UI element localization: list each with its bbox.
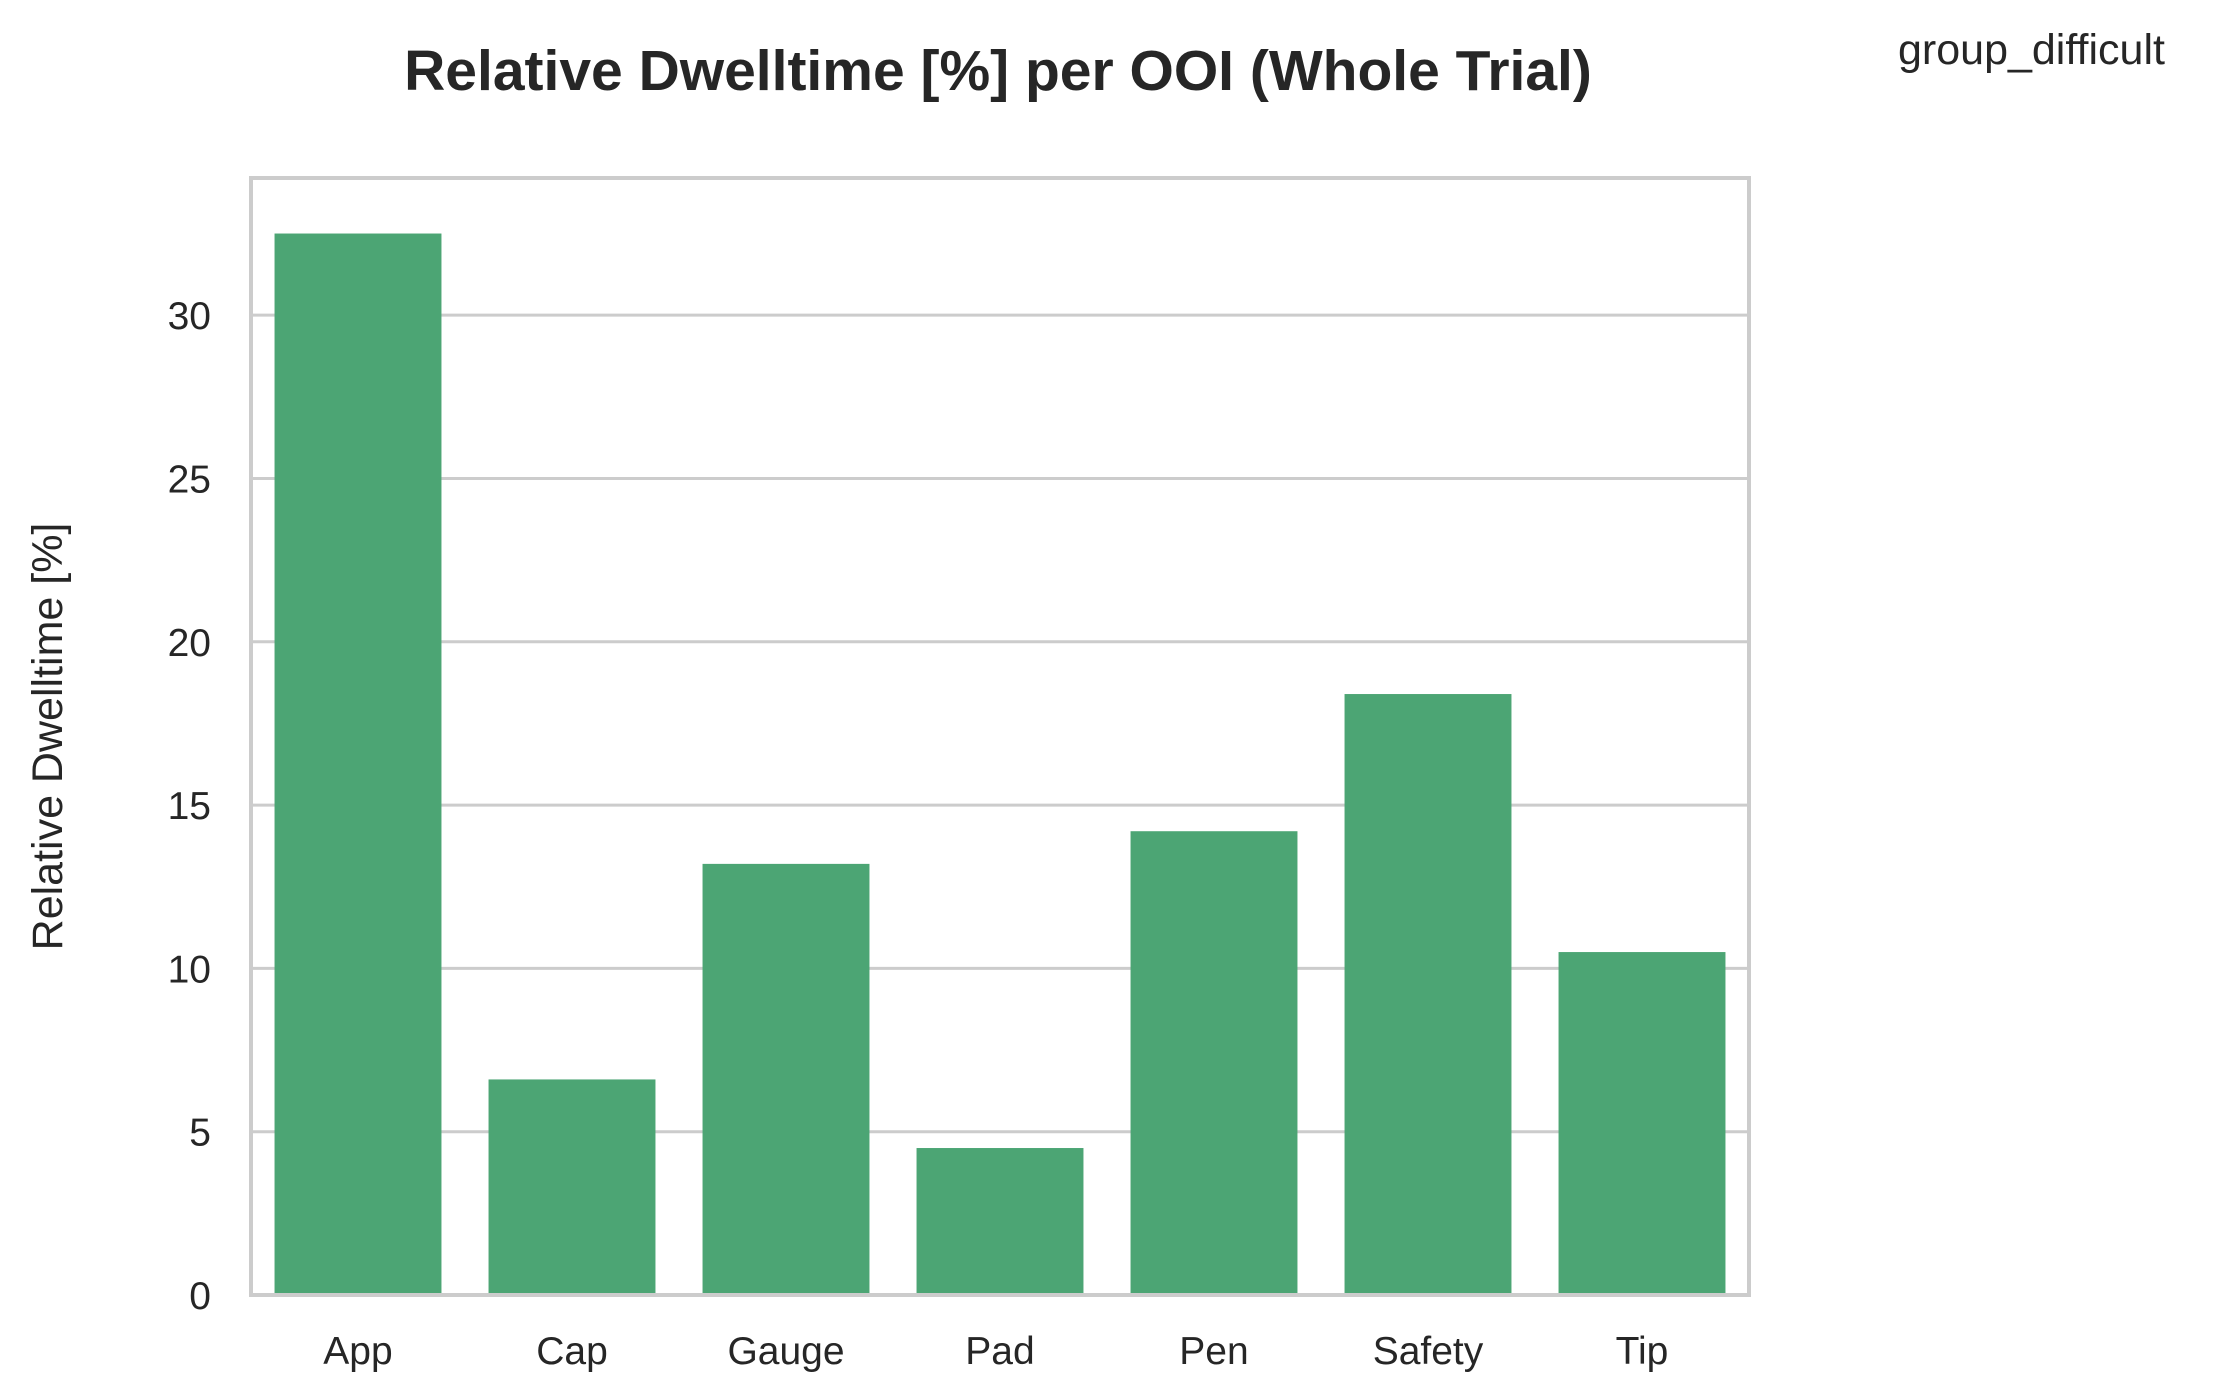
y-tick-label: 0 [189, 1275, 211, 1318]
y-tick-label: 5 [189, 1112, 211, 1155]
legend-title: group_difficult [1898, 26, 2165, 74]
y-tick-label: 10 [168, 948, 211, 991]
bar-gauge [702, 863, 870, 1295]
bar-cap [488, 1079, 656, 1295]
bar-tip [1558, 952, 1726, 1295]
bar-safety [1344, 694, 1512, 1295]
y-tick-label: 30 [168, 295, 211, 338]
x-tick-label: Pad [965, 1330, 1034, 1373]
bar-app [274, 233, 442, 1295]
chart-title: Relative Dwelltime [%] per OOI (Whole Tr… [404, 39, 1592, 103]
x-tick-label: Cap [536, 1330, 608, 1373]
y-tick-label: 25 [168, 458, 211, 501]
x-tick-label: App [323, 1330, 392, 1373]
x-tick-label: Gauge [727, 1330, 844, 1373]
y-tick-labels: 0 5 10 15 20 25 30 [168, 295, 211, 1318]
grid-lines [251, 313, 1749, 1134]
plot-frame [249, 176, 1751, 1297]
y-tick-label: 20 [168, 622, 211, 665]
x-tick-label: Tip [1616, 1330, 1669, 1373]
x-tick-label: Safety [1373, 1330, 1484, 1373]
bar-pad [916, 1148, 1084, 1295]
x-tick-labels: App Cap Gauge Pad Pen Safety Tip [323, 1330, 1668, 1373]
bars [274, 233, 1726, 1295]
y-tick-label: 15 [168, 785, 211, 828]
x-tick-label: Pen [1179, 1330, 1248, 1373]
y-axis-label: Relative Dwelltime [%] [24, 523, 72, 951]
bar-pen [1130, 831, 1298, 1295]
